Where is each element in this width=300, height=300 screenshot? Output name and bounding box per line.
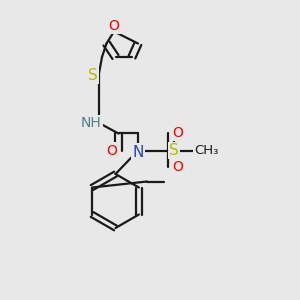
- Text: S: S: [169, 143, 179, 158]
- Text: O: O: [109, 19, 119, 33]
- Text: NH: NH: [81, 116, 102, 130]
- Text: O: O: [172, 160, 183, 174]
- Text: O: O: [172, 126, 183, 140]
- Text: O: O: [106, 144, 117, 158]
- Text: CH₃: CH₃: [194, 144, 219, 157]
- Text: S: S: [88, 68, 98, 82]
- Text: N: N: [132, 145, 144, 160]
